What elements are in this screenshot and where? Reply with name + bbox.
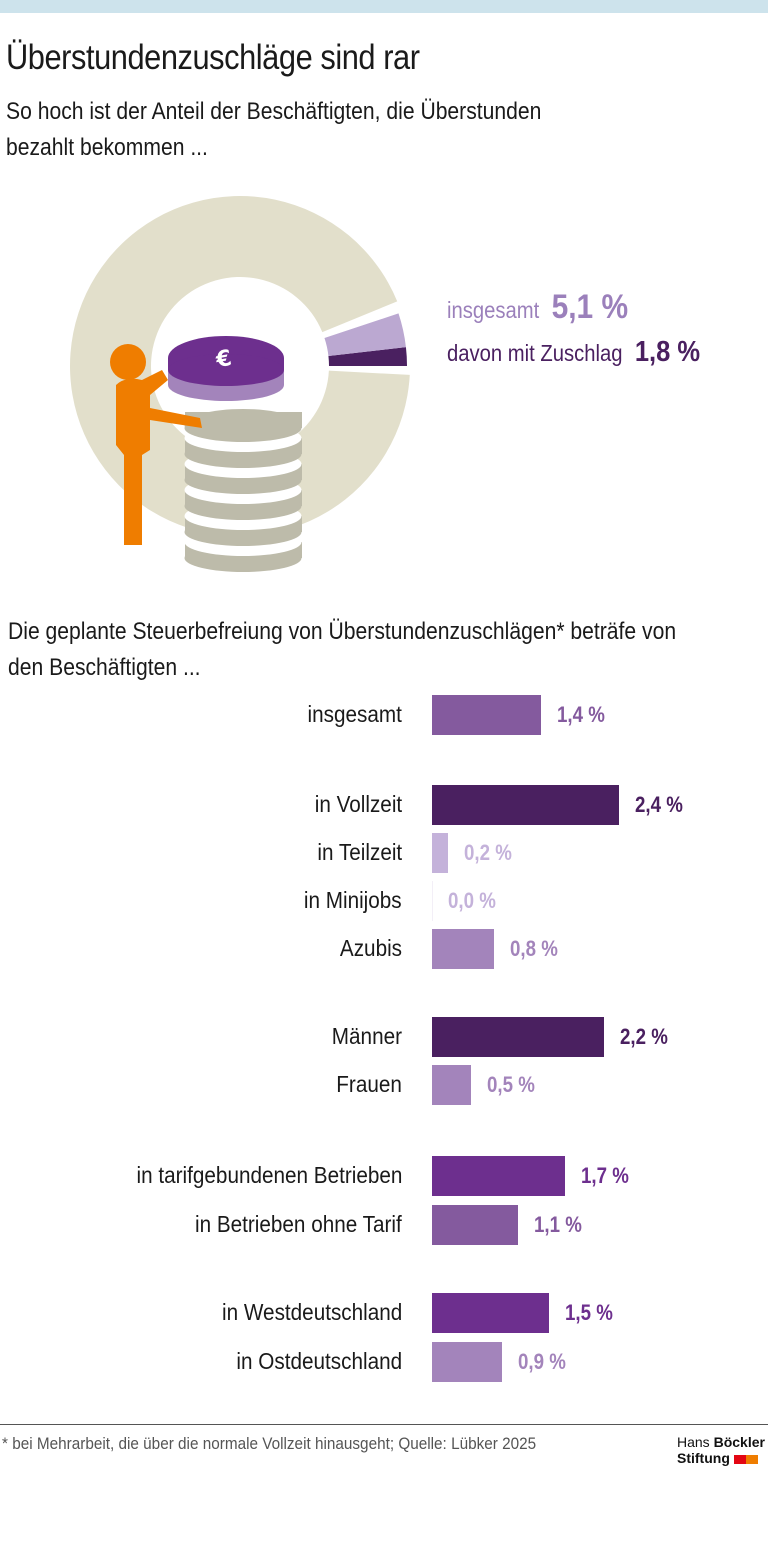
bar bbox=[432, 929, 495, 969]
bar-category-label: in Ostdeutschland bbox=[236, 1348, 402, 1374]
logo-text: Stiftung bbox=[677, 1450, 730, 1466]
kpi-surcharge: davon mit Zuschlag 1,8 % bbox=[447, 336, 700, 369]
bar-value-label: 0,2 % bbox=[463, 840, 512, 865]
bar-value-label: 1,4 % bbox=[557, 702, 606, 727]
bar-value-label: 1,7 % bbox=[580, 1163, 629, 1188]
hans-boeckler-logo: Hans Böckler Stiftung bbox=[677, 1434, 765, 1466]
bar-category-label: Männer bbox=[331, 1023, 402, 1049]
bar-category-label: Frauen bbox=[336, 1071, 402, 1097]
bar bbox=[432, 1342, 503, 1382]
person-body bbox=[116, 370, 202, 545]
bar-value-label: 0,5 % bbox=[487, 1072, 535, 1097]
kpi-total: insgesamt 5,1 % bbox=[447, 288, 628, 327]
bar-value-label: 0,0 % bbox=[448, 888, 496, 913]
bar-category-label: in Vollzeit bbox=[314, 791, 402, 817]
bar-category-label: in Minijobs bbox=[304, 887, 402, 913]
bar bbox=[432, 833, 448, 873]
bar bbox=[432, 1293, 549, 1333]
bar-chart-title: Die geplante Steuerbefreiung von Überstu… bbox=[8, 618, 677, 681]
donut-remainder bbox=[70, 196, 410, 536]
kpi-total-value: 5,1 % bbox=[551, 288, 629, 326]
bar bbox=[432, 1156, 565, 1196]
donut-slice-surcharge bbox=[328, 347, 408, 366]
footer-divider bbox=[0, 1424, 768, 1425]
bar-category-label: in tarifgebundenen Betrieben bbox=[136, 1162, 402, 1188]
bar-value-label: 2,2 % bbox=[619, 1024, 668, 1049]
bar-category-label: in Westdeutschland bbox=[221, 1299, 402, 1325]
bar bbox=[432, 881, 433, 921]
euro-coin-edge bbox=[168, 354, 284, 386]
donut-chart: € bbox=[70, 196, 410, 572]
kpi-surcharge-label: davon mit Zuschlag bbox=[447, 340, 623, 366]
logo-text: Hans bbox=[677, 1434, 710, 1450]
coin bbox=[184, 409, 302, 441]
bar-category-label: in Teilzeit bbox=[317, 839, 402, 865]
donut-slice-total bbox=[324, 313, 406, 356]
coin-stack-illustration bbox=[184, 412, 302, 572]
footnote-source: * bei Mehrarbeit, die über die normale V… bbox=[2, 1434, 537, 1453]
kpi-surcharge-value: 1,8 % bbox=[634, 336, 701, 368]
bar bbox=[432, 695, 542, 735]
bar bbox=[432, 1205, 518, 1245]
person-icon bbox=[110, 344, 146, 380]
bar-value-label: 2,4 % bbox=[635, 792, 684, 817]
bar bbox=[432, 1065, 471, 1105]
top-bar bbox=[0, 0, 768, 13]
bar-category-label: insgesamt bbox=[307, 701, 402, 727]
bar-category-label: Azubis bbox=[339, 935, 402, 961]
subtitle: So hoch ist der Anteil der Beschäftigten… bbox=[6, 98, 542, 161]
bar-value-label: 1,5 % bbox=[565, 1300, 613, 1325]
bar-category-label: in Betrieben ohne Tarif bbox=[195, 1211, 402, 1237]
kpi-total-label: insgesamt bbox=[447, 297, 540, 323]
bar-value-label: 0,9 % bbox=[518, 1349, 567, 1374]
logo-text: Böckler bbox=[713, 1434, 765, 1450]
euro-icon: € bbox=[213, 346, 233, 373]
page-title: Überstundenzuschläge sind rar bbox=[6, 38, 420, 77]
bar bbox=[432, 1017, 604, 1057]
bar-value-label: 0,8 % bbox=[510, 936, 559, 961]
bar bbox=[432, 785, 620, 825]
bar-value-label: 1,1 % bbox=[533, 1212, 582, 1237]
